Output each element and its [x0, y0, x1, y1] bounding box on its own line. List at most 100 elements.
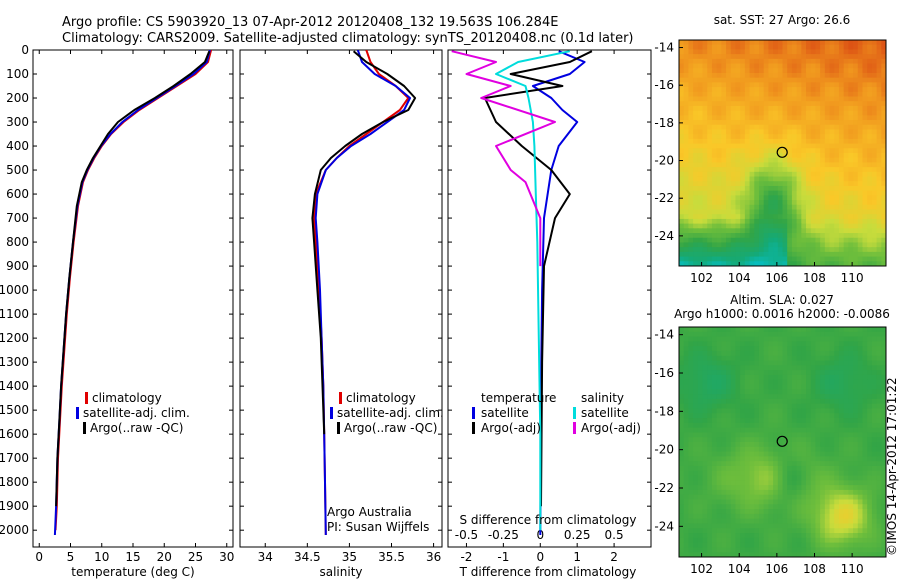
- heatmap-cell: [796, 153, 802, 159]
- heatmap-cell: [716, 218, 722, 225]
- heatmap-cell: [820, 489, 826, 496]
- heatmap-cell: [683, 96, 689, 102]
- heatmap-cell: [697, 513, 704, 520]
- heatmap-cell: [791, 542, 798, 549]
- heatmap-cell: [693, 418, 699, 424]
- heatmap-cell: [683, 171, 689, 178]
- heatmap-cell: [763, 77, 769, 83]
- y-tick-label: 1500: [0, 403, 29, 417]
- heatmap-cell: [867, 87, 873, 93]
- heatmap-cell: [806, 413, 812, 419]
- heatmap-cell: [815, 120, 821, 126]
- heatmap-cell: [693, 233, 699, 239]
- heatmap-cell: [693, 480, 699, 486]
- heatmap-cell: [711, 157, 718, 164]
- heatmap-cell: [744, 115, 751, 121]
- heatmap-cell: [834, 461, 840, 467]
- heatmap-cell: [843, 256, 849, 262]
- heatmap-cell: [853, 418, 859, 424]
- heatmap-cell: [806, 456, 812, 462]
- heatmap-cell: [749, 96, 755, 102]
- heatmap-cell: [777, 115, 784, 121]
- heatmap-cell: [749, 162, 755, 168]
- heatmap-cell: [862, 475, 868, 481]
- heatmap-cell: [693, 148, 699, 154]
- heatmap-cell: [848, 110, 854, 116]
- heatmap-cell: [820, 110, 826, 116]
- heatmap-cell: [754, 341, 760, 347]
- heatmap-cell: [758, 162, 765, 168]
- heatmap-cell: [848, 185, 854, 192]
- heatmap-cell: [683, 346, 689, 352]
- heatmap-cell: [777, 408, 784, 414]
- heatmap-cell: [702, 157, 708, 164]
- heatmap-cell: [782, 209, 788, 215]
- heatmap-cell: [815, 513, 821, 520]
- heatmap-cell: [693, 384, 699, 390]
- heatmap-cell: [829, 77, 835, 83]
- heatmap-cell: [838, 68, 845, 74]
- heatmap-cell: [782, 336, 788, 342]
- heatmap-cell: [862, 509, 868, 515]
- heatmap-cell: [801, 389, 807, 395]
- heatmap-cell: [867, 509, 873, 515]
- heatmap-cell: [876, 58, 882, 65]
- heatmap-cell: [848, 456, 854, 462]
- heatmap-cell: [791, 143, 798, 149]
- heatmap-cell: [740, 394, 746, 400]
- heatmap-cell: [843, 365, 849, 371]
- heatmap-cell: [744, 134, 751, 140]
- heatmap-cell: [758, 115, 765, 121]
- heatmap-cell: [679, 394, 685, 400]
- heatmap-cell: [862, 247, 868, 253]
- heatmap-cell: [829, 374, 835, 381]
- heatmap-cell: [749, 256, 755, 262]
- heatmap-cell: [730, 403, 737, 410]
- heatmap-cell: [697, 518, 704, 525]
- heatmap-cell: [707, 162, 713, 168]
- heatmap-cell: [730, 233, 737, 239]
- heatmap-cell: [688, 523, 694, 529]
- heatmap-cell: [806, 533, 812, 539]
- heatmap-cell: [857, 331, 864, 338]
- heatmap-cell: [843, 552, 849, 557]
- heatmap-cell: [848, 547, 854, 553]
- heatmap-cell: [838, 480, 845, 486]
- heatmap-cell: [787, 82, 793, 88]
- heatmap-cell: [862, 82, 868, 88]
- heatmap-cell: [707, 218, 713, 225]
- heatmap-cell: [688, 475, 694, 481]
- heatmap-cell: [777, 195, 784, 201]
- heatmap-cell: [693, 223, 699, 229]
- heatmap-cell: [768, 374, 774, 381]
- heatmap-cell: [740, 327, 746, 333]
- heatmap-cell: [881, 422, 886, 429]
- heatmap-cell: [777, 49, 784, 55]
- heatmap-cell: [697, 398, 704, 405]
- heatmap-cell: [777, 167, 784, 173]
- heatmap-cell: [810, 44, 817, 51]
- heatmap-cell: [683, 374, 689, 381]
- heatmap-cell: [735, 195, 741, 201]
- heatmap-cell: [768, 134, 774, 140]
- heatmap-cell: [867, 408, 873, 414]
- heatmap-cell: [679, 176, 685, 182]
- heatmap-cell: [782, 489, 788, 496]
- heatmap-cell: [754, 153, 760, 159]
- heatmap-cell: [862, 40, 868, 46]
- heatmap-cell: [862, 200, 868, 206]
- heatmap-cell: [848, 360, 854, 366]
- heatmap-cell: [702, 82, 708, 88]
- heatmap-cell: [730, 470, 737, 477]
- heatmap-cell: [740, 96, 746, 102]
- heatmap-cell: [740, 489, 746, 496]
- heatmap-cell: [777, 360, 784, 366]
- heatmap-cell: [848, 77, 854, 83]
- heatmap-cell: [688, 105, 694, 112]
- heatmap-cell: [787, 542, 793, 549]
- heatmap-cell: [744, 374, 751, 381]
- heatmap-cell: [862, 68, 868, 74]
- heatmap-cell: [707, 110, 713, 116]
- heatmap-cell: [791, 124, 798, 131]
- heatmap-cell: [726, 200, 732, 206]
